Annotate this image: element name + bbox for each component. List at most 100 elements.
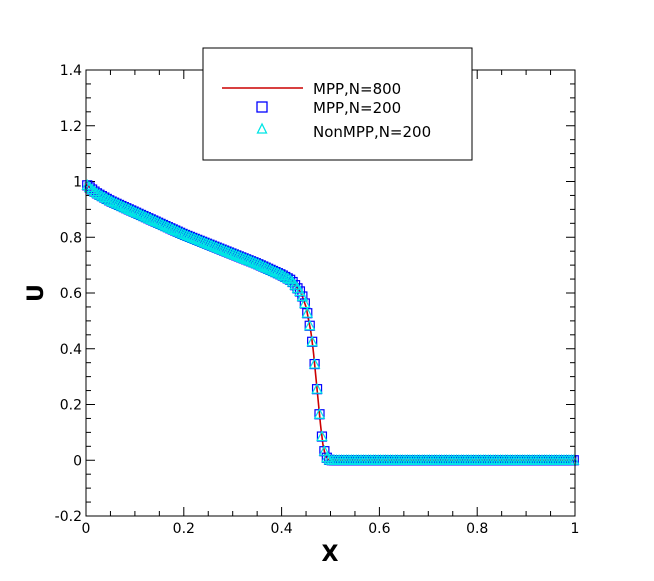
data-point-triangle bbox=[120, 201, 133, 213]
data-point-triangle bbox=[301, 306, 314, 318]
data-point-triangle bbox=[211, 241, 223, 253]
data-point-triangle bbox=[137, 209, 150, 221]
data-point-triangle bbox=[125, 204, 138, 216]
data-point-triangle bbox=[311, 382, 323, 394]
data-point-triangle bbox=[272, 266, 284, 278]
data-point-triangle bbox=[149, 215, 162, 227]
data-point-triangle bbox=[93, 188, 106, 200]
data-point-triangle bbox=[186, 231, 199, 243]
data-point-triangle bbox=[154, 217, 167, 229]
legend-label-mpp-n200: MPP,N=200 bbox=[313, 99, 401, 117]
data-point-triangle bbox=[105, 195, 118, 207]
data-point-triangle bbox=[135, 208, 147, 220]
data-point-triangle bbox=[250, 256, 262, 268]
data-point-triangle bbox=[189, 232, 201, 244]
data-point-triangle bbox=[81, 179, 94, 190]
legend: MPP,N=800 MPP,N=200 NonMPP,N=200 bbox=[202, 47, 473, 161]
data-point-triangle bbox=[228, 248, 240, 260]
data-point-triangle bbox=[166, 223, 179, 235]
legend-label-mpp-n800: MPP,N=800 bbox=[313, 80, 401, 98]
data-point-triangle bbox=[257, 260, 270, 272]
legend-triangle-marker bbox=[256, 122, 268, 134]
data-point-triangle bbox=[132, 207, 145, 219]
y-tick-label: 1 bbox=[73, 175, 82, 191]
data-point-triangle bbox=[274, 268, 287, 279]
data-point-triangle bbox=[159, 219, 172, 231]
y-axis-title: U bbox=[24, 284, 49, 302]
data-point-triangle bbox=[255, 259, 267, 271]
data-point-triangle bbox=[215, 243, 228, 255]
data-point-triangle bbox=[98, 191, 111, 203]
data-point-triangle bbox=[303, 319, 316, 331]
data-point-triangle bbox=[184, 230, 196, 242]
data-point-triangle bbox=[162, 220, 174, 232]
data-point-triangle bbox=[179, 228, 191, 240]
data-point-triangle bbox=[269, 265, 282, 277]
data-point-triangle bbox=[252, 258, 265, 269]
data-point-triangle bbox=[277, 269, 289, 281]
data-point-triangle bbox=[567, 453, 580, 465]
data-point-triangle bbox=[96, 189, 108, 201]
data-point-triangle bbox=[306, 335, 318, 347]
data-point-triangle bbox=[164, 222, 177, 233]
data-point-triangle bbox=[245, 255, 257, 266]
y-tick-label: 0.2 bbox=[60, 398, 82, 414]
data-point-triangle bbox=[171, 225, 184, 237]
data-point-triangle bbox=[262, 262, 274, 274]
y-tick-label: -0.2 bbox=[55, 509, 82, 525]
data-point-triangle bbox=[152, 216, 164, 228]
data-point-triangle bbox=[198, 236, 211, 248]
data-point-triangle bbox=[86, 183, 98, 195]
data-point-triangle bbox=[235, 251, 248, 262]
data-point-triangle bbox=[144, 213, 157, 225]
data-point-triangle bbox=[115, 199, 128, 211]
data-point-triangle bbox=[289, 278, 301, 290]
data-point-triangle bbox=[321, 451, 333, 463]
data-point-triangle bbox=[296, 290, 309, 302]
x-tick-label: 0.8 bbox=[466, 521, 488, 537]
data-point-triangle bbox=[308, 357, 321, 369]
data-point-triangle bbox=[213, 242, 226, 254]
data-point-triangle bbox=[240, 253, 252, 264]
x-tick-label: 0.4 bbox=[270, 521, 292, 537]
data-point-triangle bbox=[279, 270, 292, 282]
data-point-triangle bbox=[174, 226, 186, 238]
data-point-triangle bbox=[284, 273, 296, 285]
x-tick-label: 0.6 bbox=[368, 521, 390, 537]
data-point-triangle bbox=[110, 197, 123, 209]
data-point-triangle bbox=[157, 218, 169, 230]
y-tick-label: 1.2 bbox=[60, 119, 82, 135]
x-axis-title: X bbox=[322, 542, 339, 567]
x-tick-label: 0.2 bbox=[173, 521, 195, 537]
data-point-triangle bbox=[193, 234, 206, 246]
data-point-triangle bbox=[237, 252, 250, 263]
data-point-triangle bbox=[140, 210, 152, 222]
data-point-triangle bbox=[201, 237, 213, 249]
data-point-triangle bbox=[196, 235, 208, 247]
data-point-triangle bbox=[181, 229, 194, 241]
data-point-triangle bbox=[100, 192, 113, 204]
legend-box bbox=[202, 47, 473, 161]
data-point-triangle bbox=[264, 263, 277, 275]
data-point-triangle bbox=[259, 261, 272, 273]
data-point-triangle bbox=[208, 240, 221, 252]
data-point-triangle bbox=[91, 187, 103, 198]
series-nonmpp-n200 bbox=[81, 179, 580, 465]
data-point-triangle bbox=[176, 227, 189, 239]
data-point-triangle bbox=[291, 282, 304, 293]
data-point-triangle bbox=[267, 264, 279, 276]
y-tick-label: 0.8 bbox=[60, 230, 82, 246]
data-point-triangle bbox=[242, 254, 255, 265]
data-point-triangle bbox=[118, 200, 130, 212]
data-point-triangle bbox=[318, 444, 331, 456]
data-point-triangle bbox=[206, 239, 218, 251]
data-point-triangle bbox=[247, 255, 260, 267]
data-point-triangle bbox=[313, 407, 326, 419]
legend-label-nonmpp-n200: NonMPP,N=200 bbox=[313, 123, 431, 141]
data-point-triangle bbox=[233, 250, 245, 262]
data-point-triangle bbox=[286, 275, 299, 287]
y-tick-label: 0.4 bbox=[60, 342, 82, 358]
data-point-triangle bbox=[220, 245, 233, 257]
data-point-triangle bbox=[83, 181, 96, 193]
